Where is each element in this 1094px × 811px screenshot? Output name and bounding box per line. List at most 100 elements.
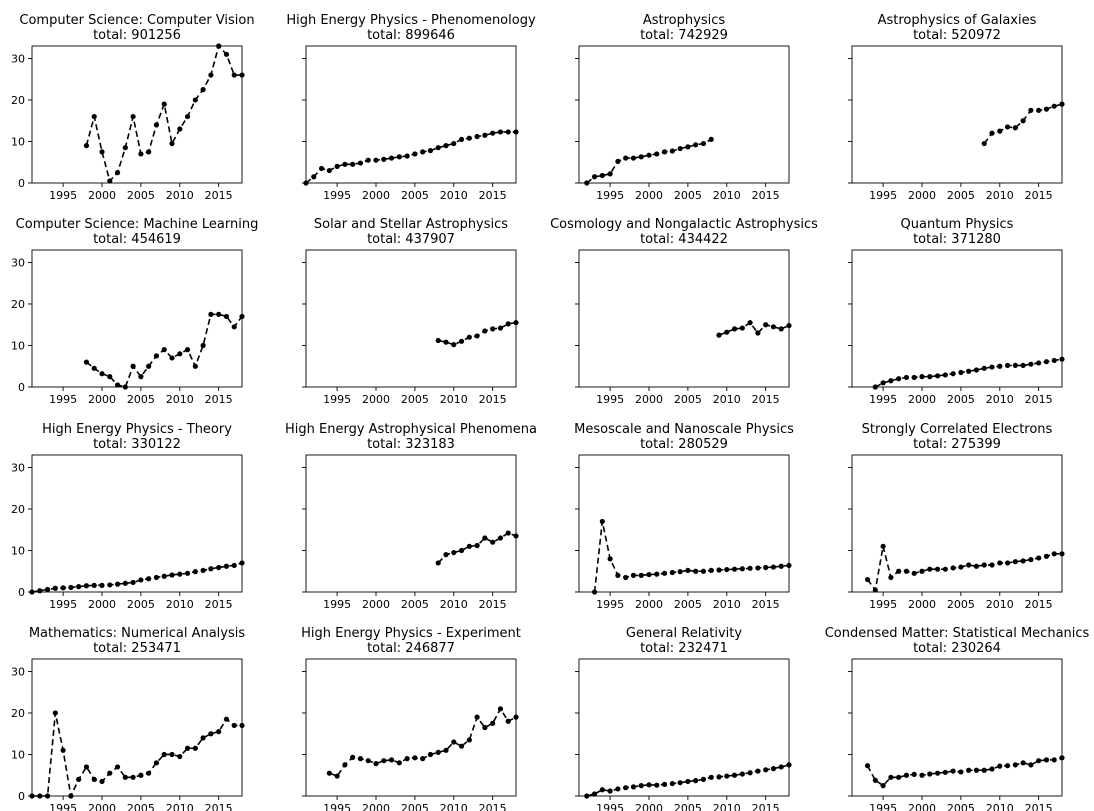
panel-title: Astrophysics bbox=[643, 13, 725, 28]
data-point bbox=[950, 371, 956, 377]
panel-2: High Energy Physics - Phenomenologytotal… bbox=[286, 13, 536, 202]
data-point bbox=[677, 780, 683, 786]
axes-frame bbox=[31, 249, 243, 388]
data-point bbox=[122, 384, 128, 390]
data-point bbox=[130, 579, 136, 586]
y-tick-label: 20 bbox=[11, 298, 25, 311]
data-point bbox=[615, 572, 621, 578]
data-point bbox=[669, 780, 675, 787]
data-point bbox=[474, 714, 480, 720]
data-point bbox=[888, 574, 894, 581]
data-point bbox=[350, 161, 356, 167]
data-point bbox=[989, 364, 995, 370]
data-point bbox=[231, 72, 237, 78]
x-tick-label: 2015 bbox=[479, 393, 507, 406]
x-tick-label: 1995 bbox=[596, 393, 624, 406]
data-point bbox=[872, 587, 878, 593]
data-point bbox=[497, 325, 504, 331]
x-tick-label: 2015 bbox=[205, 393, 233, 406]
panel-subtitle: total: 371280 bbox=[913, 232, 1001, 247]
x-tick-label: 2000 bbox=[908, 802, 936, 811]
data-point bbox=[1036, 758, 1042, 764]
data-point bbox=[68, 793, 74, 799]
x-tick-label: 2010 bbox=[440, 393, 468, 406]
x-tick-label: 2010 bbox=[713, 802, 741, 811]
data-point bbox=[513, 533, 519, 539]
data-point bbox=[91, 582, 97, 588]
data-point bbox=[942, 566, 948, 572]
x-tick-label: 2005 bbox=[127, 598, 155, 611]
panel-16: Condensed Matter: Statistical Mechanicst… bbox=[825, 626, 1090, 811]
axes-frame bbox=[851, 249, 1063, 388]
data-point bbox=[591, 174, 598, 180]
panel-5: Computer Science: Machine Learningtotal:… bbox=[11, 217, 258, 406]
data-point bbox=[919, 772, 925, 778]
data-point bbox=[763, 322, 769, 328]
data-point bbox=[716, 567, 722, 573]
x-tick-label: 1995 bbox=[869, 393, 897, 406]
data-point bbox=[388, 155, 395, 161]
data-point bbox=[169, 751, 175, 758]
data-point bbox=[1004, 560, 1011, 566]
data-point bbox=[37, 588, 43, 594]
axes-frame bbox=[31, 45, 243, 184]
x-tick-label: 2015 bbox=[752, 802, 780, 811]
axes-frame bbox=[851, 454, 1063, 593]
x-tick-label: 2010 bbox=[440, 802, 468, 811]
data-point bbox=[1012, 559, 1018, 565]
x-tick-label: 1995 bbox=[323, 598, 351, 611]
data-point bbox=[420, 149, 426, 155]
data-point bbox=[177, 571, 183, 577]
data-point bbox=[1059, 101, 1065, 107]
axes-frame bbox=[305, 45, 517, 184]
axes-frame bbox=[578, 658, 790, 797]
x-tick-label: 1995 bbox=[49, 189, 77, 202]
x-tick-label: 2000 bbox=[635, 393, 663, 406]
x-tick-label: 2005 bbox=[401, 598, 429, 611]
x-tick-label: 2005 bbox=[401, 189, 429, 202]
data-point bbox=[350, 754, 356, 760]
data-point bbox=[966, 368, 972, 374]
series-line bbox=[586, 138, 712, 184]
data-point bbox=[138, 577, 144, 583]
data-point bbox=[122, 145, 128, 151]
data-point bbox=[623, 785, 629, 791]
x-tick-label: 2000 bbox=[362, 598, 390, 611]
x-tick-label: 2000 bbox=[635, 598, 663, 611]
panel-subtitle: total: 742929 bbox=[640, 28, 728, 43]
data-point bbox=[927, 771, 933, 777]
data-point bbox=[1051, 357, 1057, 364]
y-tick-label: 20 bbox=[11, 707, 25, 720]
data-point bbox=[60, 747, 66, 753]
data-point bbox=[638, 154, 644, 160]
data-point bbox=[615, 786, 621, 792]
panel-title: Computer Science: Machine Learning bbox=[16, 217, 259, 232]
x-tick-label: 2010 bbox=[713, 598, 741, 611]
y-tick-label: 10 bbox=[11, 544, 25, 557]
data-point bbox=[724, 329, 730, 335]
data-point bbox=[200, 342, 206, 349]
data-point bbox=[146, 770, 152, 776]
data-point bbox=[83, 143, 90, 149]
axes-frame bbox=[851, 45, 1063, 184]
data-point bbox=[114, 764, 121, 770]
data-point bbox=[770, 564, 777, 570]
data-point bbox=[216, 43, 222, 49]
data-point bbox=[646, 571, 652, 578]
data-point bbox=[192, 97, 198, 103]
series-line bbox=[586, 764, 790, 797]
data-point bbox=[208, 311, 214, 317]
x-tick-label: 2005 bbox=[401, 393, 429, 406]
x-tick-label: 2000 bbox=[908, 393, 936, 406]
data-point bbox=[872, 384, 878, 390]
data-point bbox=[1004, 124, 1011, 130]
data-point bbox=[76, 584, 82, 590]
panel-title: High Energy Physics - Theory bbox=[42, 422, 232, 437]
data-point bbox=[708, 567, 714, 574]
data-point bbox=[200, 735, 206, 741]
panel-title: High Energy Astrophysical Phenomena bbox=[285, 422, 537, 437]
data-point bbox=[161, 101, 167, 107]
data-point bbox=[584, 793, 590, 799]
data-point bbox=[693, 142, 699, 148]
